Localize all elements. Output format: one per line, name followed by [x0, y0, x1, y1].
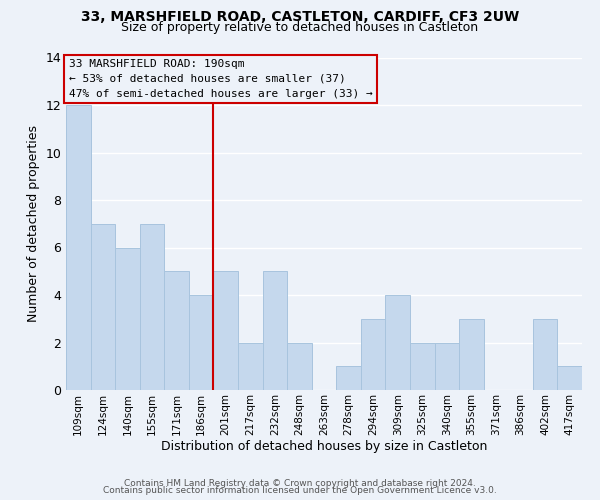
- Bar: [361, 319, 385, 390]
- Bar: [189, 295, 214, 390]
- Bar: [66, 105, 91, 390]
- Text: Contains HM Land Registry data © Crown copyright and database right 2024.: Contains HM Land Registry data © Crown c…: [124, 478, 476, 488]
- X-axis label: Distribution of detached houses by size in Castleton: Distribution of detached houses by size …: [161, 440, 487, 454]
- Bar: [385, 295, 410, 390]
- Text: 33, MARSHFIELD ROAD, CASTLETON, CARDIFF, CF3 2UW: 33, MARSHFIELD ROAD, CASTLETON, CARDIFF,…: [81, 10, 519, 24]
- Text: Contains public sector information licensed under the Open Government Licence v3: Contains public sector information licen…: [103, 486, 497, 495]
- Bar: [238, 342, 263, 390]
- Bar: [263, 271, 287, 390]
- Bar: [140, 224, 164, 390]
- Bar: [434, 342, 459, 390]
- Text: Size of property relative to detached houses in Castleton: Size of property relative to detached ho…: [121, 21, 479, 34]
- Bar: [557, 366, 582, 390]
- Bar: [410, 342, 434, 390]
- Bar: [533, 319, 557, 390]
- Bar: [115, 248, 140, 390]
- Text: 33 MARSHFIELD ROAD: 190sqm
← 53% of detached houses are smaller (37)
47% of semi: 33 MARSHFIELD ROAD: 190sqm ← 53% of deta…: [68, 59, 373, 99]
- Bar: [164, 271, 189, 390]
- Y-axis label: Number of detached properties: Number of detached properties: [27, 125, 40, 322]
- Bar: [459, 319, 484, 390]
- Bar: [336, 366, 361, 390]
- Bar: [287, 342, 312, 390]
- Bar: [214, 271, 238, 390]
- Bar: [91, 224, 115, 390]
